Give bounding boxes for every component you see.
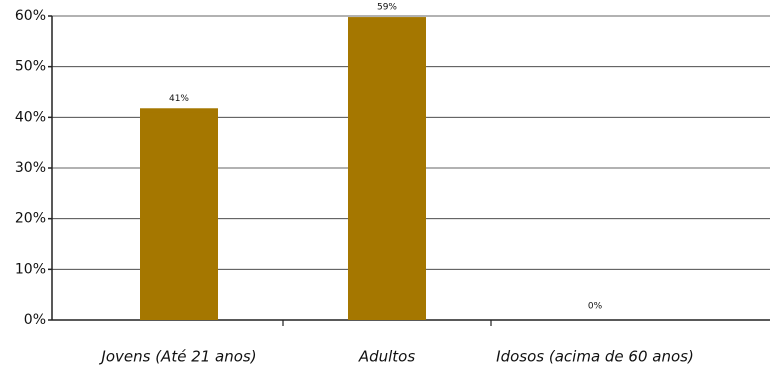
y-tick-label: 20% <box>15 211 46 227</box>
value-label: 59% <box>377 3 397 13</box>
bar <box>348 17 426 320</box>
bar <box>140 108 218 321</box>
y-tick-label: 30% <box>15 160 46 176</box>
x-tick-label: Jovens (Até 21 anos) <box>98 348 256 366</box>
y-tick-label: 0% <box>24 312 46 328</box>
x-tick-label: Idosos (acima de 60 anos) <box>496 348 694 366</box>
y-tick-label: 10% <box>15 261 46 277</box>
value-label: 0% <box>588 302 603 312</box>
y-tick-label: 60% <box>15 8 46 24</box>
x-tick-label: Adultos <box>358 348 416 366</box>
y-tick-label: 40% <box>15 109 46 125</box>
y-tick-label: 50% <box>15 59 46 75</box>
value-label: 41% <box>169 94 189 104</box>
